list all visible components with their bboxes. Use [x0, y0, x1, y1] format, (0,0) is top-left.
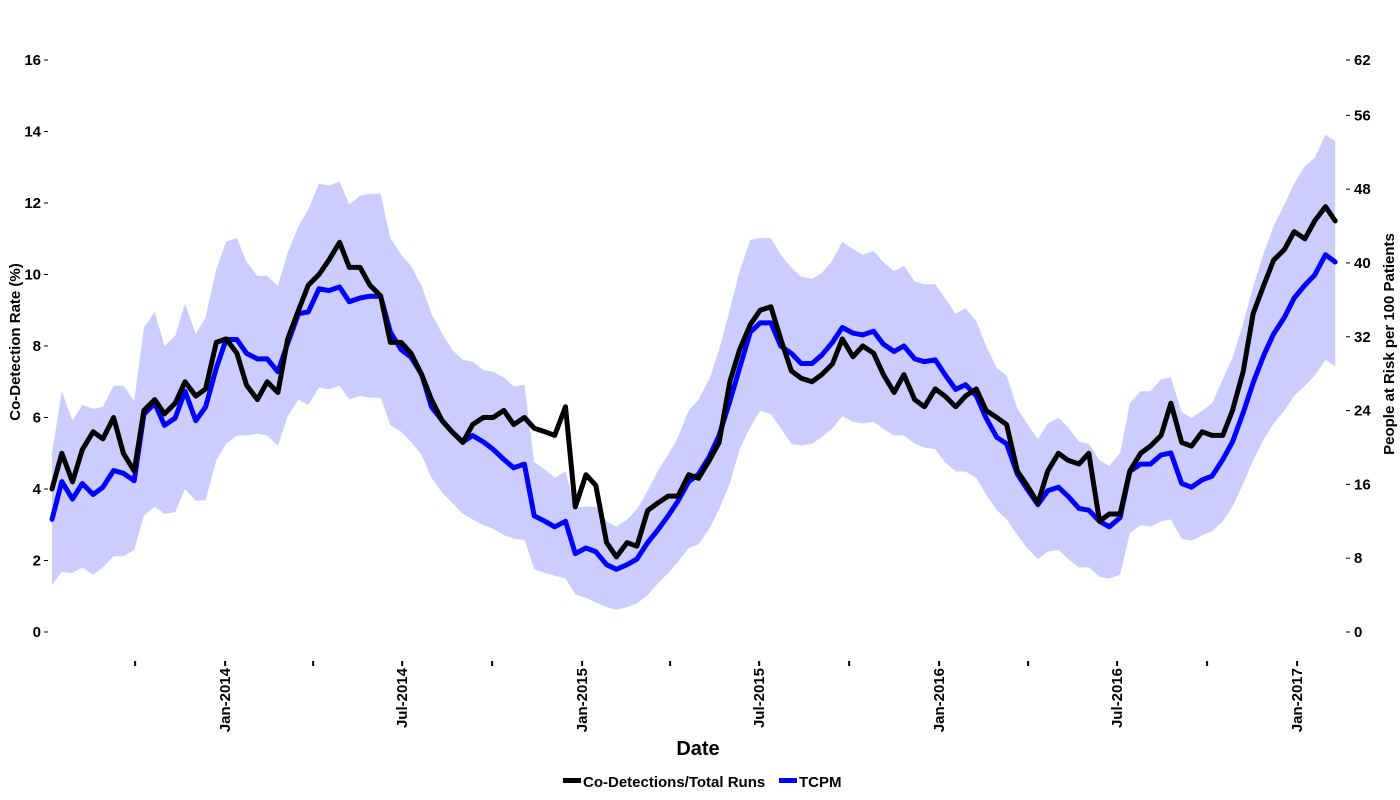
right-y-tick-label: 8	[1354, 550, 1362, 567]
right-y-tick-label: 16	[1354, 476, 1371, 493]
x-tick-label: Jul-2016	[1109, 668, 1126, 728]
legend-swatch-codetection	[563, 778, 581, 783]
right-y-tick-label: 32	[1354, 329, 1371, 346]
left-y-tick-label: 2	[33, 553, 41, 570]
left-y-tick-label: 0	[33, 624, 41, 641]
left-y-tick-label: 10	[24, 267, 41, 284]
right-y-tick-label: 0	[1354, 624, 1362, 641]
left-y-tick-label: 12	[24, 195, 41, 212]
left-y-axis: 0 2 4 6 8 10 12 14 16	[24, 52, 48, 641]
right-y-tick-label: 40	[1354, 255, 1371, 272]
legend-label-codetection: Co-Detections/Total Runs	[583, 774, 765, 791]
legend-swatch-tcpm	[779, 778, 797, 783]
left-y-tick-label: 6	[33, 410, 41, 427]
legend-label-tcpm: TCPM	[799, 774, 842, 791]
legend: Co-Detections/Total Runs TCPM	[563, 774, 842, 791]
codetection-series-line	[49, 204, 1338, 560]
tcpm-confidence-band	[52, 134, 1336, 610]
right-y-axis: 0 8 16 24 32 40 48 56 62	[1346, 52, 1371, 641]
right-y-axis-title: People at Risk per 100 Patients	[1381, 233, 1398, 455]
x-axis: Jan-2014 Jul-2014 Jan-2015 Jul-2015 Jan-2016…	[134, 661, 1306, 732]
left-y-tick-label: 4	[33, 481, 42, 498]
right-y-tick-label: 48	[1354, 181, 1371, 198]
x-axis-title: Date	[676, 738, 719, 760]
x-tick-label: Jan-2014	[217, 667, 234, 732]
x-tick-label: Jan-2017	[1289, 668, 1306, 732]
left-y-axis-title: Co-Detection Rate (%)	[7, 263, 24, 421]
confidence-band-layer	[52, 134, 1336, 610]
left-y-tick-label: 8	[33, 338, 41, 355]
right-y-tick-label: 56	[1354, 107, 1371, 124]
right-y-tick-label: 62	[1354, 52, 1371, 69]
left-y-tick-label: 16	[24, 52, 41, 69]
series-lines-layer	[49, 204, 1338, 572]
x-tick-label: Jul-2015	[751, 668, 768, 728]
x-tick-label: Jul-2014	[394, 667, 411, 728]
left-y-tick-label: 14	[24, 124, 41, 141]
right-y-tick-label: 24	[1354, 403, 1371, 420]
x-tick-label: Jan-2015	[574, 668, 591, 732]
x-tick-label: Jan-2016	[931, 668, 948, 732]
